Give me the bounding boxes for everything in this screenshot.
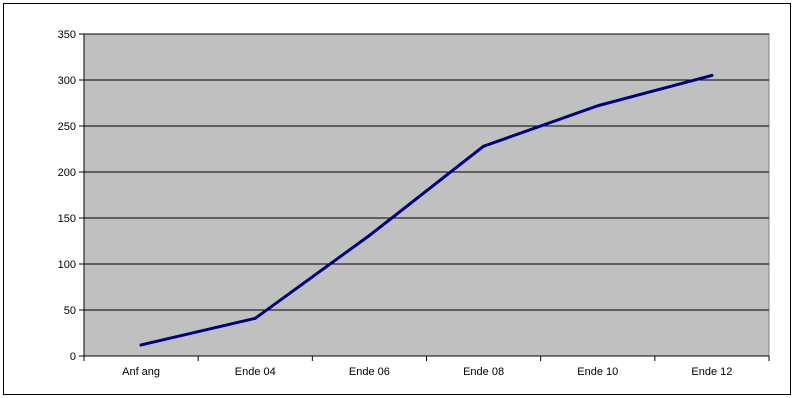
data-point	[596, 104, 600, 108]
y-tick-label: 350	[58, 29, 76, 41]
data-point	[710, 73, 714, 77]
y-tick-label: 0	[70, 351, 76, 363]
y-tick-label: 200	[58, 167, 76, 179]
x-tick-label: Ende 12	[691, 366, 732, 378]
data-point	[367, 233, 371, 237]
x-tick-label: Ende 08	[463, 366, 504, 378]
x-axis-ticks: Anf ang Ende 04 Ende 06 Ende 08 Ende 10 Ende …	[83, 356, 770, 378]
x-tick-label: Anf ang	[122, 366, 160, 378]
line-chart: 0 50 100 150 200 250 300 350 Anf ang Ende 04 Ende…	[58, 29, 770, 378]
y-tick-label: 300	[58, 75, 76, 87]
data-point	[253, 316, 257, 320]
series-line	[139, 73, 714, 347]
y-tick-label: 50	[64, 305, 76, 317]
plot-area	[83, 33, 770, 357]
x-tick-label: Ende 10	[577, 366, 618, 378]
y-axis-ticks: 0 50 100 150 200 250 300 350	[58, 29, 84, 363]
chart-frame: 0 50 100 150 200 250 300 350 Anf ang Ende 04 Ende…	[3, 3, 791, 395]
y-tick-label: 250	[58, 121, 76, 133]
y-tick-label: 150	[58, 213, 76, 225]
x-tick-label: Ende 04	[235, 366, 276, 378]
gridlines	[84, 33, 769, 311]
y-tick-label: 100	[58, 259, 76, 271]
series-layer	[139, 73, 714, 347]
data-point	[139, 343, 143, 347]
x-tick-label: Ende 06	[349, 366, 390, 378]
data-point	[482, 144, 486, 148]
